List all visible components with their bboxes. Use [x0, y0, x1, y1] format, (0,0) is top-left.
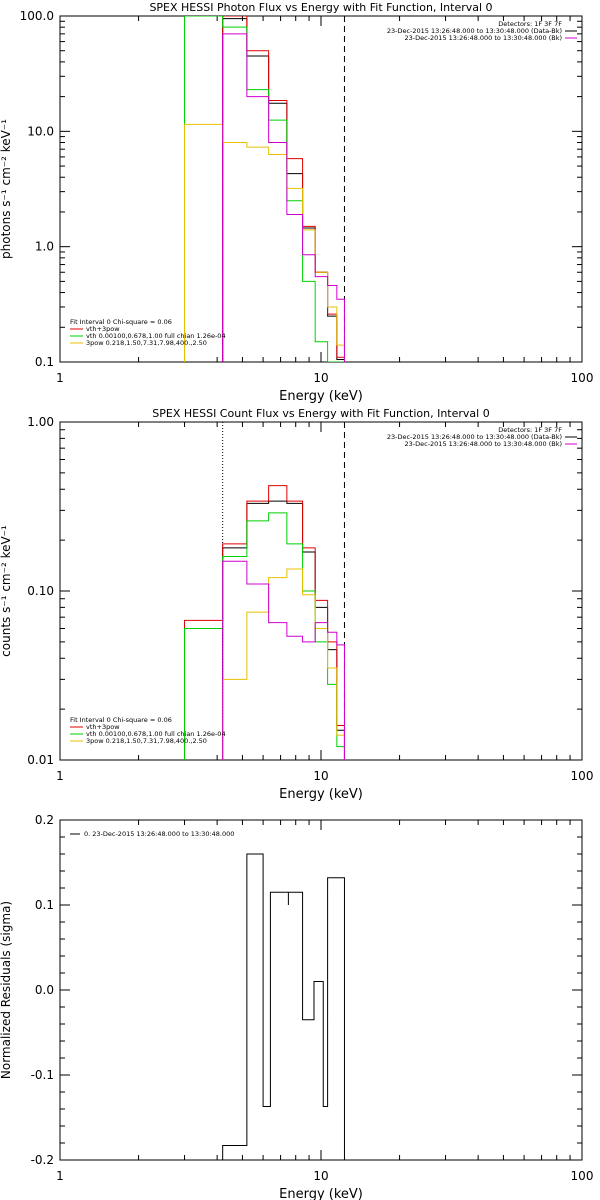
series-line-0-4: [222, 33, 345, 362]
chart-title-1: SPEX HESSI Count Flux vs Energy with Fit…: [152, 407, 489, 420]
x-tick-label-1: 1: [56, 769, 64, 783]
y-tick-label-2: -0.1: [31, 1068, 54, 1082]
y-tick-label-2: 0.0: [35, 983, 54, 997]
plot-frame-2: [59, 819, 583, 1161]
y-tick-label-2: 0.1: [35, 898, 54, 912]
y-tick-label-0: 100.0: [20, 9, 54, 23]
series-line-0-1: [222, 16, 345, 362]
residuals-line: [222, 853, 345, 1160]
y-tick-label-1: 1.00: [27, 415, 54, 429]
plot-area-2: [222, 853, 345, 1160]
x-tick-label-1: 100: [571, 769, 594, 783]
legend-top-text-0: 23-Dec-2015 13:26:48.000 to 13:30:48.000…: [387, 27, 562, 35]
y-axis-label-0: photons s⁻¹ cm⁻² keV⁻¹: [0, 119, 13, 259]
y-tick-label-2: 0.2: [35, 813, 54, 827]
plot-area-1: [184, 422, 345, 760]
plot-frame-0: [59, 15, 583, 363]
plot-area-0: [184, 16, 345, 362]
x-axis-label-1: Energy (keV): [279, 787, 363, 802]
plot-frame-1: [59, 421, 583, 761]
series-line-1-1: [184, 485, 345, 760]
series-line-1-0: [222, 500, 345, 760]
y-axis-label-1: counts s⁻¹ cm⁻² keV⁻¹: [0, 525, 13, 657]
x-tick-label-0: 1: [56, 371, 64, 385]
x-axis-label-0: Energy (keV): [279, 389, 363, 404]
legend-top-text-0: 23-Dec-2015 13:26:48.000 to 13:30:48.000…: [405, 34, 563, 42]
x-tick-label-0: 10: [313, 371, 328, 385]
series-line-0-0: [222, 18, 345, 362]
series-line-1-3: [222, 568, 345, 760]
y-tick-label-1: 0.10: [27, 584, 54, 598]
series-line-1-2: [184, 512, 345, 760]
legend-bottom-text-1: Fit Interval 0 Chi-square = 0.06: [70, 716, 172, 724]
y-tick-label-0: 1.0: [35, 240, 54, 254]
legend-bottom-text-0: 3pow 0.218,1.50,7.31,7.98,400.,2.50: [86, 339, 207, 347]
y-tick-label-0: 10.0: [27, 124, 54, 138]
y-axis-label-2: Normalized Residuals (sigma): [0, 901, 13, 1079]
series-line-0-3: [184, 123, 345, 362]
x-tick-label-2: 100: [571, 1169, 594, 1183]
legend-bottom-text-1: vth+3pow: [86, 723, 120, 731]
series-line-1-4: [222, 560, 345, 760]
legend-bottom-text-1: 3pow 0.218,1.50,7.31,7.98,400.,2.50: [86, 737, 207, 745]
legend-bottom-text-1: vth 0.00100,0.678,1.00 full chian 1.26e-…: [86, 730, 226, 738]
chart-title-0: SPEX HESSI Photon Flux vs Energy with Fi…: [149, 1, 492, 14]
x-tick-label-0: 100: [571, 371, 594, 385]
legend-bottom-text-0: Fit Interval 0 Chi-square = 0.06: [70, 318, 172, 326]
x-axis-label-2: Energy (keV): [279, 1187, 363, 1200]
x-tick-label-2: 10: [313, 1169, 328, 1183]
legend-top-text-1: 23-Dec-2015 13:26:48.000 to 13:30:48.000…: [405, 440, 563, 448]
y-tick-label-0: 0.1: [35, 355, 54, 369]
x-tick-label-2: 1: [56, 1169, 64, 1183]
legend-bottom-text-0: vth+3pow: [86, 325, 120, 333]
legend-top-text-0: Detectors: 1F 3F 7F: [498, 20, 562, 28]
x-tick-label-1: 10: [313, 769, 328, 783]
y-tick-label-1: 0.01: [27, 753, 54, 767]
legend-bottom-text-0: vth 0.00100,0.678,1.00 full chian 1.26e-…: [86, 332, 226, 340]
legend-top-text-1: Detectors: 1F 3F 7F: [498, 426, 562, 434]
legend-residual-text: 0. 23-Dec-2015 13:26:48.000 to 13:30:48.…: [84, 830, 234, 838]
y-tick-label-2: -0.2: [31, 1153, 54, 1167]
legend-top-text-1: 23-Dec-2015 13:26:48.000 to 13:30:48.000…: [387, 433, 562, 441]
series-line-0-2: [184, 16, 345, 362]
